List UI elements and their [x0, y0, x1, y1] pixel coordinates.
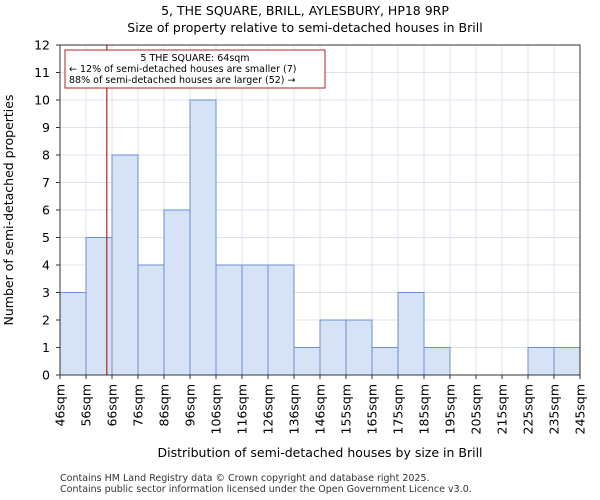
x-tick-label: 165sqm: [365, 384, 380, 434]
bar-56sqm: [85, 237, 113, 376]
x-tick-label: 106sqm: [209, 384, 224, 434]
bar-86sqm: [163, 209, 191, 376]
bar-155sqm: [345, 319, 373, 376]
chart-subtitle: Size of property relative to semi-detach…: [127, 20, 482, 35]
x-tick-label: 56sqm: [79, 384, 94, 427]
bar-126sqm: [267, 264, 295, 376]
x-tick-label: 235sqm: [547, 384, 562, 434]
annotation-line-3: 88% of semi-detached houses are larger (…: [69, 75, 296, 86]
x-tick-label: 86sqm: [157, 384, 172, 427]
x-tick-label: 66sqm: [105, 384, 120, 427]
bar-116sqm: [241, 264, 269, 376]
x-tick-label: 185sqm: [417, 384, 432, 434]
x-axis-ticks: 46sqm 56sqm 66sqm 76sqm 86sqm 96sqm 106sqm 116s…: [53, 375, 588, 434]
y-tick-label: 8: [42, 148, 50, 163]
y-axis-label: Number of semi-detached properties: [1, 95, 16, 326]
x-tick-label: 225sqm: [521, 384, 536, 434]
annotation-line-1: 5 THE SQUARE: 64sqm: [140, 53, 249, 64]
x-tick-label: 46sqm: [53, 384, 68, 427]
x-tick-label: 76sqm: [131, 384, 146, 427]
annotation-line-2: ← 12% of semi-detached houses are smalle…: [69, 64, 297, 75]
x-tick-label: 116sqm: [235, 384, 250, 434]
y-tick-label: 7: [42, 175, 50, 190]
bar-185sqm: [423, 347, 451, 376]
bar-225sqm: [527, 347, 555, 376]
bar-136sqm: [293, 347, 321, 376]
x-tick-label: 215sqm: [495, 384, 510, 434]
x-tick-label: 136sqm: [287, 384, 302, 434]
footer-line-1: Contains HM Land Registry data © Crown c…: [60, 473, 430, 484]
x-tick-label: 245sqm: [573, 384, 588, 434]
x-tick-label: 195sqm: [443, 384, 458, 434]
bar-235sqm: [553, 347, 581, 376]
bar-46sqm: [59, 292, 87, 376]
bar-66sqm: [111, 154, 139, 376]
y-tick-label: 12: [34, 38, 50, 53]
y-tick-label: 4: [42, 258, 50, 273]
y-tick-label: 6: [42, 203, 50, 218]
bar-175sqm: [397, 292, 425, 376]
y-tick-label: 11: [34, 65, 50, 80]
y-tick-label: 3: [42, 285, 50, 300]
x-tick-label: 205sqm: [469, 384, 484, 434]
annotation-box: 5 THE SQUARE: 64sqm ← 12% of semi-detach…: [64, 49, 326, 89]
y-tick-label: 10: [34, 93, 50, 108]
x-tick-label: 146sqm: [313, 384, 328, 434]
bar-106sqm: [215, 264, 243, 376]
y-tick-label: 5: [42, 230, 50, 245]
bars: [59, 99, 581, 376]
y-tick-label: 0: [42, 368, 50, 383]
bar-96sqm: [189, 99, 217, 376]
bar-146sqm: [319, 319, 347, 376]
y-tick-label: 9: [42, 120, 50, 135]
x-tick-label: 155sqm: [339, 384, 354, 434]
annotation-frame: [64, 49, 326, 89]
x-axis-label: Distribution of semi-detached houses by …: [157, 445, 482, 460]
y-tick-label: 2: [42, 313, 50, 328]
x-tick-label: 126sqm: [261, 384, 276, 434]
bar-165sqm: [371, 347, 399, 376]
x-tick-label: 96sqm: [183, 384, 198, 427]
footer-line-2: Contains public sector information licen…: [60, 484, 472, 495]
chart-title: 5, THE SQUARE, BRILL, AYLESBURY, HP18 9R…: [161, 3, 449, 18]
x-tick-label: 175sqm: [391, 384, 406, 434]
bar-76sqm: [137, 264, 165, 376]
y-tick-label: 1: [42, 340, 50, 355]
